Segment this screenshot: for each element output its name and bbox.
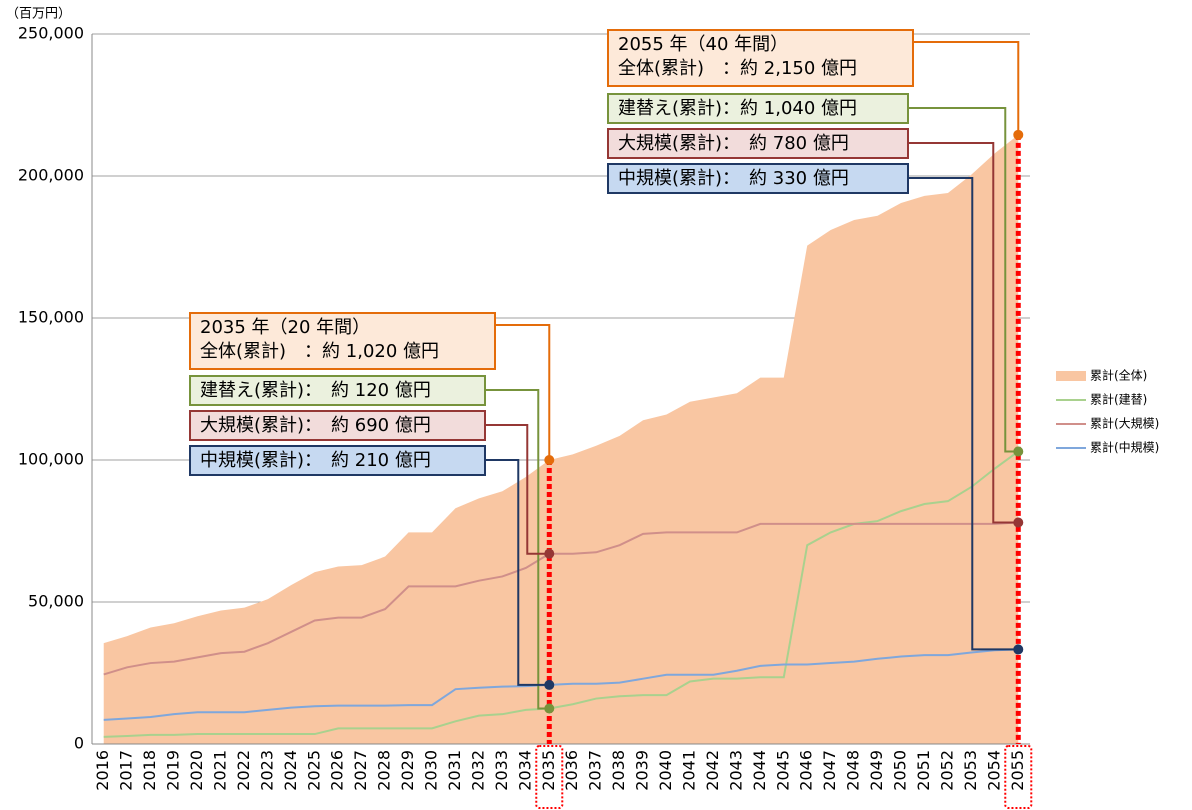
- x-tick-label: 2020: [187, 750, 206, 791]
- annotation-item: 中規模(累計)： 約 330 億円: [618, 168, 849, 189]
- annotation-box: [189, 445, 486, 476]
- annotation-item: 建替え(累計)：約 1,040 億円: [618, 98, 857, 119]
- marker: [544, 679, 555, 690]
- line: [103, 521, 1019, 676]
- x-tick-label: 2017: [117, 750, 136, 791]
- x-tick-label: 2040: [656, 750, 675, 791]
- area: [103, 134, 1019, 744]
- connector: [485, 389, 550, 710]
- x-tick-label: 2030: [422, 750, 441, 791]
- x-tick-label: 2055: [1008, 750, 1027, 791]
- x-tick-label: 2021: [210, 750, 229, 791]
- highlight-label-box: [535, 745, 564, 809]
- legend-label: 累計(全体): [1090, 368, 1147, 383]
- y-tick-label: 100,000: [18, 450, 84, 469]
- x-tick-label: 2033: [492, 750, 511, 791]
- legend-label: 累計(建替): [1090, 392, 1147, 407]
- line: [103, 450, 1019, 738]
- x-tick-label: 2026: [328, 750, 347, 791]
- x-tick-label: 2027: [351, 750, 370, 791]
- y-tick-label: 50,000: [28, 592, 84, 611]
- connector: [485, 424, 550, 555]
- legend-swatch: [1056, 371, 1086, 381]
- x-tick-label: 2022: [234, 750, 253, 791]
- x-tick-label: 2050: [891, 750, 910, 791]
- marker: [1013, 644, 1024, 655]
- annotation-item: 大規模(累計)： 約 690 億円: [200, 415, 431, 436]
- annotation-box: [189, 410, 486, 441]
- x-tick-label: 2032: [468, 750, 487, 791]
- annotation-box: [607, 163, 909, 194]
- marker: [1013, 446, 1024, 457]
- highlight-label-box: [1004, 745, 1033, 809]
- x-tick-label: 2047: [820, 750, 839, 791]
- unit-label: （百万円）: [6, 7, 71, 22]
- x-tick-label: 2049: [867, 750, 886, 791]
- x-tick-label: 2041: [679, 750, 698, 791]
- x-tick-label: 2031: [445, 750, 464, 791]
- x-tick-label: 2019: [164, 750, 183, 791]
- x-tick-label: 2037: [586, 750, 605, 791]
- line: [103, 648, 1019, 721]
- x-tick-label: 2016: [93, 750, 112, 791]
- annotation-title: 2035 年（20 年間）: [200, 317, 370, 338]
- annotation-item: 中規模(累計)： 約 210 億円: [200, 450, 431, 471]
- x-tick-label: 2036: [562, 750, 581, 791]
- connector: [485, 459, 550, 686]
- annotation-box: [607, 29, 914, 87]
- y-tick-label: 250,000: [18, 24, 84, 43]
- legend-label: 累計(大規模): [1090, 416, 1159, 431]
- marker: [544, 703, 555, 714]
- y-tick-label: 150,000: [18, 308, 84, 327]
- annotation-title: 全体(累計) ：約 1,020 億円: [200, 341, 439, 362]
- annotation-title: 全体(累計) ：約 2,150 億円: [618, 58, 857, 79]
- x-tick-label: 2043: [726, 750, 745, 791]
- connector: [908, 142, 1019, 524]
- annotation-box: [607, 93, 909, 124]
- x-tick-label: 2034: [515, 750, 534, 791]
- x-tick-label: 2052: [937, 750, 956, 791]
- x-tick-label: 2025: [304, 750, 323, 791]
- marker: [1013, 517, 1024, 528]
- connector: [495, 324, 551, 460]
- annotation-box: [189, 375, 486, 406]
- x-tick-label: 2028: [375, 750, 394, 791]
- annotation-title: 2055 年（40 年間）: [618, 34, 788, 55]
- x-tick-label: 2046: [797, 750, 816, 791]
- x-tick-label: 2054: [984, 750, 1003, 791]
- x-tick-label: 2053: [961, 750, 980, 791]
- y-tick-label: 0: [74, 734, 84, 753]
- x-tick-label: 2042: [703, 750, 722, 791]
- marker: [1013, 129, 1024, 140]
- marker: [544, 455, 555, 465]
- x-tick-label: 2045: [773, 750, 792, 791]
- connector: [908, 177, 1019, 651]
- annotation-box: [189, 312, 496, 370]
- x-tick-label: 2024: [281, 750, 300, 791]
- legend-label: 累計(中規模): [1090, 440, 1159, 455]
- x-tick-label: 2044: [750, 750, 769, 791]
- annotation-item: 建替え(累計)： 約 120 億円: [200, 380, 431, 401]
- x-tick-label: 2051: [914, 750, 933, 791]
- marker: [544, 548, 555, 559]
- connector: [913, 41, 1020, 135]
- x-tick-label: 2038: [609, 750, 628, 791]
- x-tick-label: 2035: [539, 750, 558, 791]
- x-tick-label: 2048: [844, 750, 863, 791]
- x-tick-label: 2018: [140, 750, 159, 791]
- annotation-box: [607, 128, 909, 159]
- connector: [908, 107, 1019, 453]
- x-tick-label: 2039: [633, 750, 652, 791]
- y-tick-label: 200,000: [18, 166, 84, 185]
- annotation-item: 大規模(累計)： 約 780 億円: [618, 133, 849, 154]
- x-tick-label: 2029: [398, 750, 417, 791]
- x-tick-label: 2023: [257, 750, 276, 791]
